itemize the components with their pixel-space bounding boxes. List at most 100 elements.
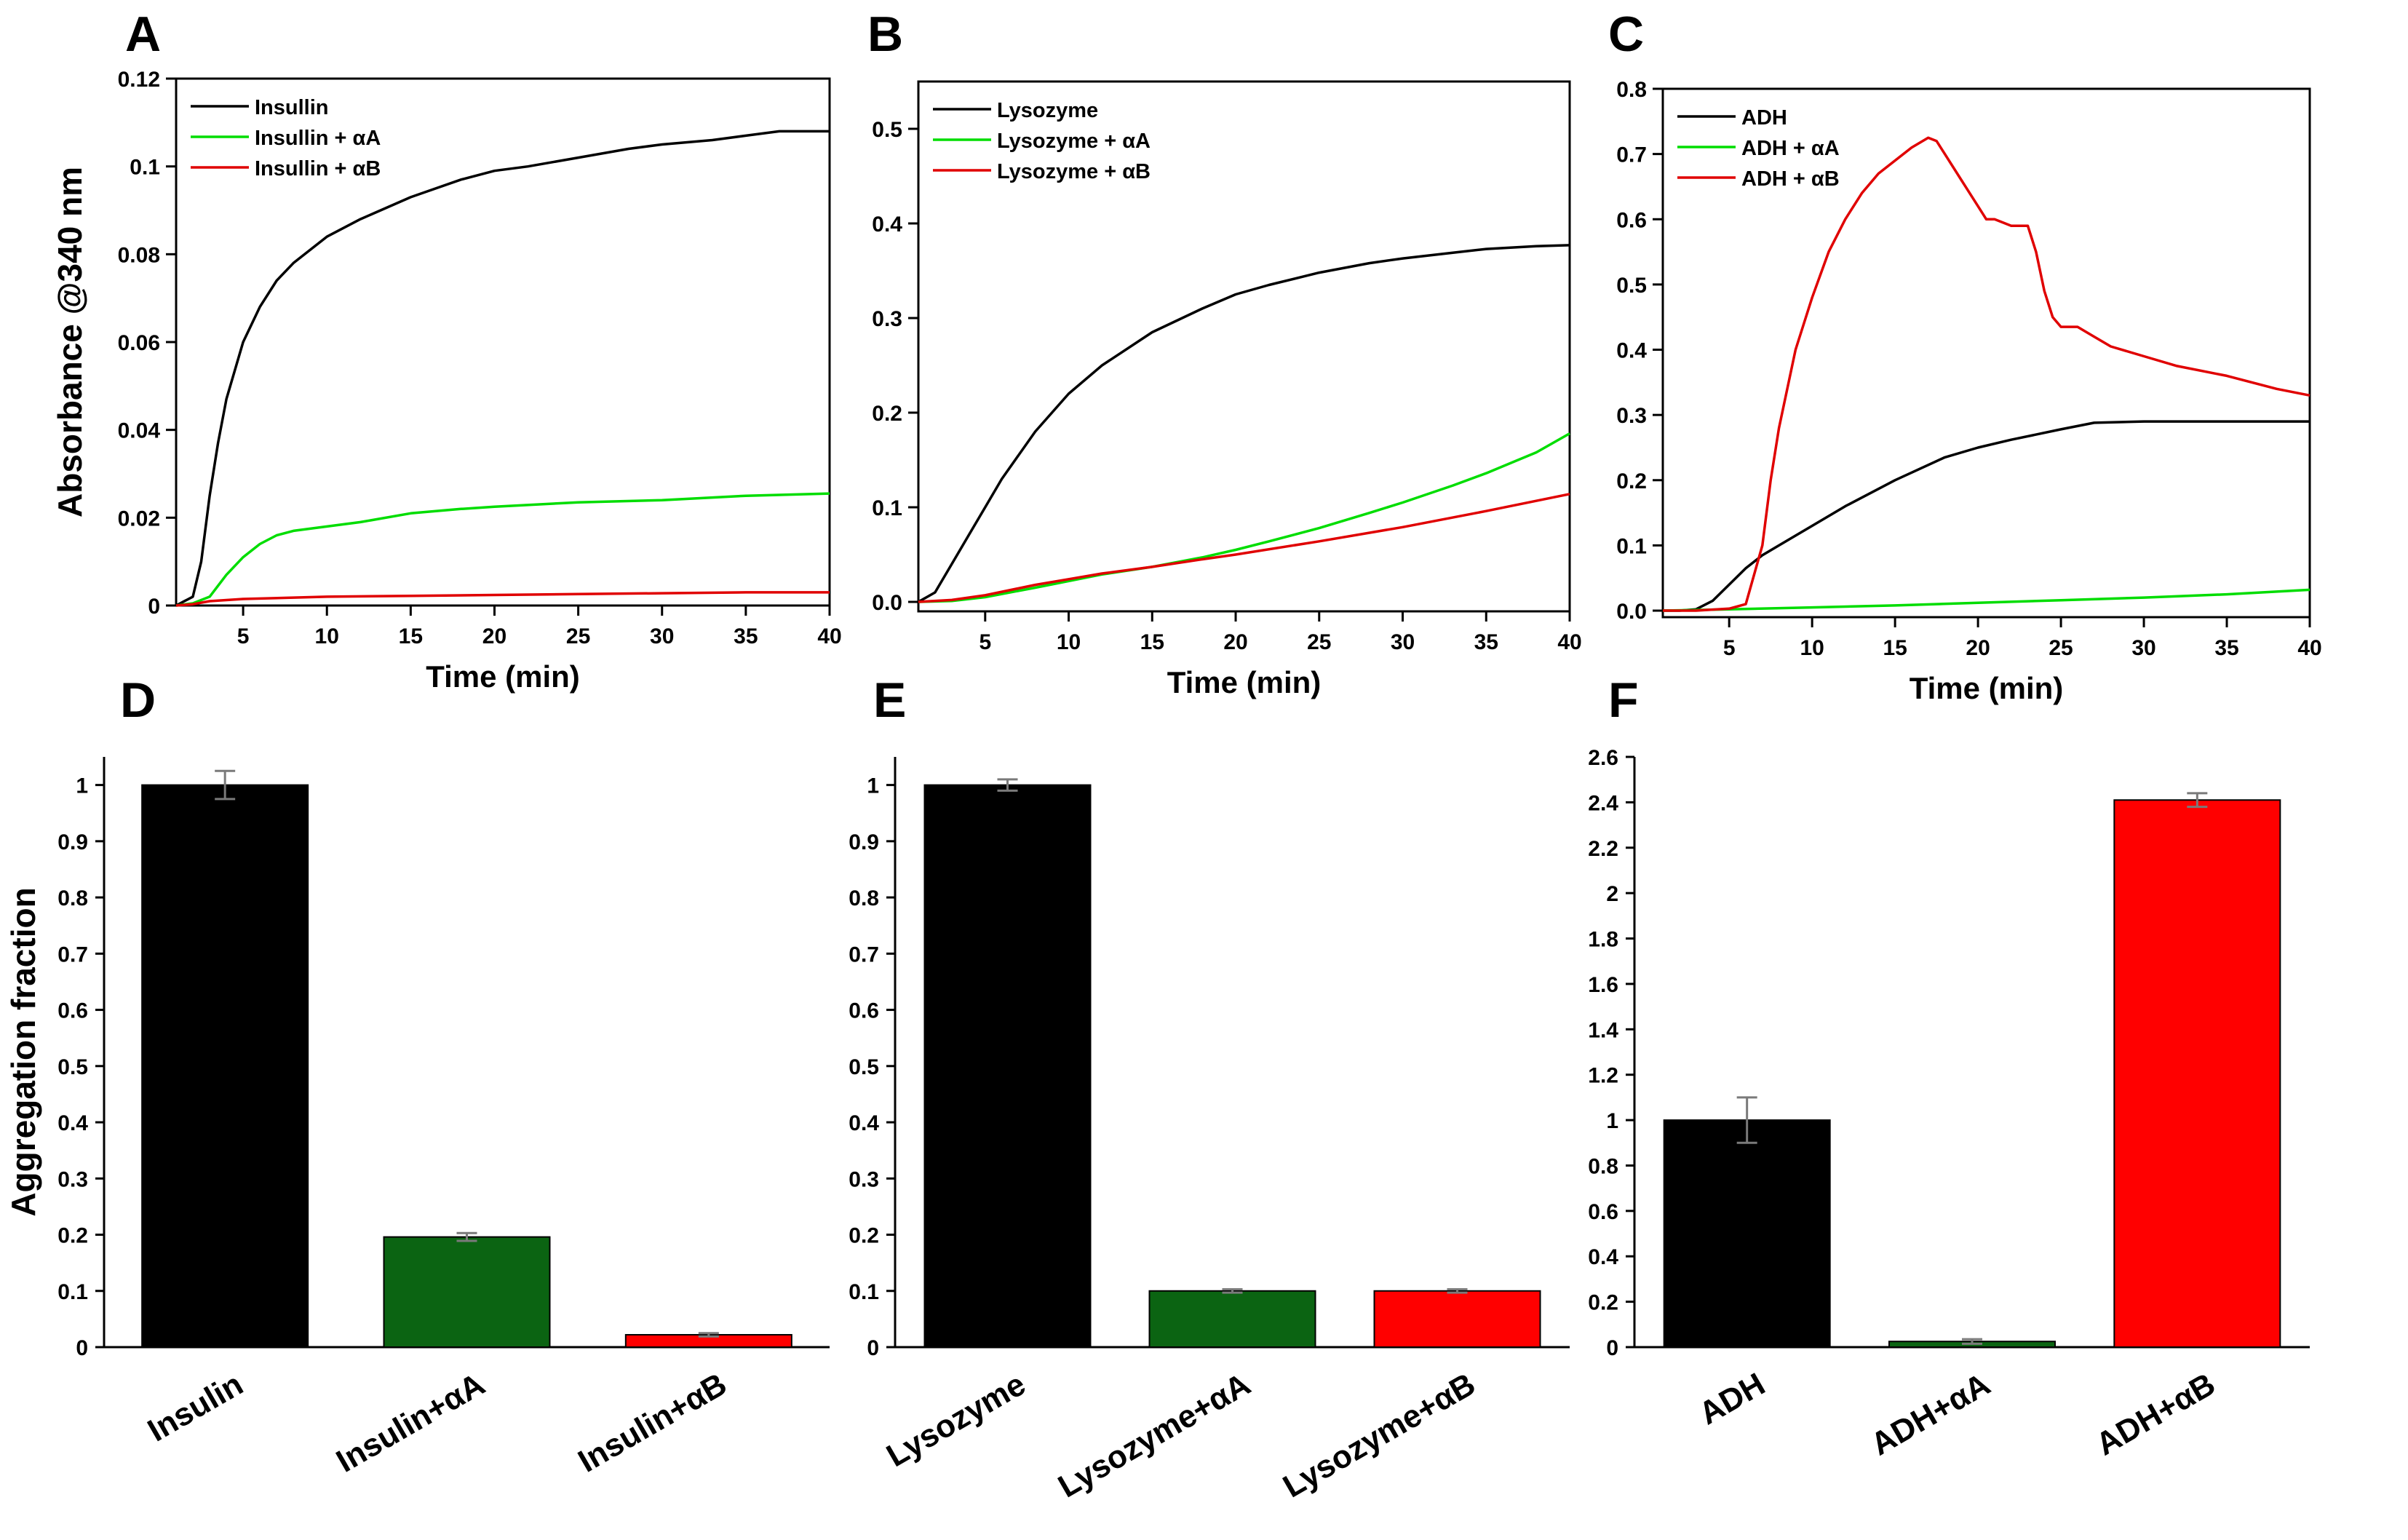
series-line-2	[1662, 588, 2310, 612]
x-tick-label: 25	[2049, 636, 2073, 660]
legend-label-1: Lysozyme	[997, 99, 1098, 122]
series-line-1	[1663, 420, 2310, 612]
panel-letter-a: A	[125, 7, 161, 62]
y-tick-label: 0.5	[1616, 274, 1647, 298]
y-tick-label: 0.2	[57, 1224, 88, 1248]
x-tick-label: 35	[1474, 630, 1498, 654]
legend-label-2: ADH + αA	[1741, 137, 1840, 160]
x-axis-label: Time (min)	[1910, 671, 2064, 705]
y-tick-label: 0	[76, 1336, 88, 1360]
y-tick-label: 0.9	[57, 830, 88, 854]
y-tick-label: 0.6	[1588, 1200, 1618, 1224]
y-tick-label: 0.4	[1616, 339, 1647, 363]
y-tick-label: 1	[1606, 1109, 1618, 1133]
x-axis-label: Time (min)	[1167, 665, 1322, 699]
category-label-2: ADH+αA	[1865, 1366, 1996, 1462]
x-tick-label: 5	[979, 630, 991, 654]
y-tick-label: 1.6	[1588, 973, 1618, 997]
x-tick-label: 30	[650, 624, 674, 648]
category-label-2: Lysozyme+αA	[1052, 1366, 1257, 1504]
y-tick-label: 2.4	[1588, 791, 1618, 815]
category-label-1: ADH	[1693, 1366, 1771, 1432]
x-tick-label: 40	[817, 624, 841, 648]
series-line-3	[175, 591, 830, 607]
y-tick-label: 0.2	[872, 402, 902, 426]
y-tick-label: 2	[1606, 882, 1618, 906]
y-tick-label: 0.1	[130, 156, 160, 180]
y-tick-label: 0.1	[57, 1280, 88, 1304]
x-tick-label: 10	[1800, 636, 1824, 660]
x-tick-label: 20	[1966, 636, 1990, 660]
panel-letter-b: B	[867, 7, 903, 62]
series-line-1	[175, 130, 830, 607]
y-tick-label: 0.9	[849, 830, 879, 854]
panel-letter-e: E	[873, 672, 906, 728]
y-tick-label: 0.6	[57, 999, 88, 1023]
legend-label-3: Lysozyme + αB	[997, 160, 1151, 183]
panel-d-bar-chart: 0 0.1 0.2 0.3 0.4 0.5 0.6 0.7 0.8 0.9 1 Aggregation…	[4, 757, 830, 1480]
category-label-1: Lysozyme	[881, 1366, 1031, 1474]
plot-frame	[917, 80, 1571, 613]
bar-2	[1148, 1290, 1316, 1349]
x-axis-label: Time (min)	[426, 659, 580, 694]
y-axis-label: Aggregation fraction	[4, 887, 42, 1216]
y-tick-label: 2.2	[1588, 837, 1618, 861]
y-tick-label: 0.7	[849, 942, 879, 967]
y-tick-label: 0	[867, 1336, 879, 1360]
category-label-2: Insulin+αA	[330, 1366, 490, 1480]
x-tick-label: 5	[1723, 636, 1736, 660]
bar-1	[1663, 1119, 1831, 1348]
series-line-2	[918, 432, 1570, 603]
y-tick-label: 0	[148, 595, 160, 619]
y-tick-label: 0.3	[1616, 404, 1647, 428]
y-tick-label: 0.1	[849, 1280, 879, 1304]
x-tick-label: 5	[237, 624, 250, 648]
x-tick-label: 40	[1557, 630, 1581, 654]
y-tick-label: 0.8	[1588, 1154, 1618, 1178]
legend-label-2: Insullin + αA	[255, 127, 381, 150]
x-tick-label: 15	[399, 624, 423, 648]
bar-1	[923, 784, 1092, 1348]
category-label-3: ADH+αB	[2090, 1366, 2221, 1462]
y-tick-label: 0.0	[1616, 600, 1647, 624]
series-line-3	[918, 493, 1570, 603]
panel-f-bar-chart: 0 0.2 0.4 0.6 0.8 1 1.2 1.4 1.6 1.8 2 2.2 2.4 2.6 ADH A…	[1588, 746, 2310, 1463]
x-tick-label: 10	[315, 624, 339, 648]
x-tick-label: 30	[2131, 636, 2155, 660]
y-tick-label: 0.8	[849, 886, 879, 910]
category-label-3: Insulin+αB	[572, 1366, 732, 1480]
y-tick-label: 1.4	[1588, 1018, 1618, 1042]
x-tick-label: 10	[1057, 630, 1081, 654]
y-tick-label: 0.4	[1588, 1245, 1618, 1269]
y-tick-label: 0.3	[872, 307, 902, 331]
y-tick-label: 0.6	[849, 999, 879, 1023]
y-tick-label: 0.3	[57, 1167, 88, 1191]
y-tick-label: 0.12	[118, 68, 160, 92]
y-tick-label: 0.1	[1616, 534, 1647, 558]
x-tick-label: 40	[2297, 636, 2321, 660]
panel-c-line-chart: 5 10 15 20 25 30 35 40 0.0 0.1 0.2 0.3 0.4 0.5 0.6 0.7 0…	[1616, 78, 2321, 705]
y-tick-label: 0.5	[57, 1055, 88, 1079]
y-tick-label: 0.4	[57, 1111, 88, 1135]
y-tick-label: 1.8	[1588, 928, 1618, 952]
y-tick-label: 0.8	[57, 886, 88, 910]
y-tick-label: 0.5	[849, 1055, 879, 1079]
bar-3	[1373, 1290, 1541, 1349]
bar-3	[2113, 799, 2281, 1348]
y-tick-label: 2.6	[1588, 746, 1618, 770]
y-tick-label: 0.3	[849, 1167, 879, 1191]
legend-label-1: ADH	[1741, 106, 1787, 130]
y-tick-label: 0.1	[872, 496, 902, 520]
category-label-3: Lysozyme+αB	[1277, 1366, 1482, 1504]
y-tick-label: 0.7	[57, 942, 88, 967]
plot-frame	[1661, 87, 2311, 619]
y-tick-label: 0.2	[1588, 1291, 1618, 1315]
panel-a-line-chart: 5 10 15 20 25 30 35 40 0 0.02 0.04 0.06 0.08 0.1 0.12 T…	[51, 68, 842, 694]
y-tick-label: 0.04	[118, 419, 161, 443]
y-tick-label: 0.0	[872, 591, 902, 615]
y-tick-label: 1.2	[1588, 1064, 1618, 1088]
y-tick-label: 0.08	[118, 243, 160, 267]
y-tick-label: 0.6	[1616, 208, 1647, 232]
y-tick-label: 0.4	[849, 1111, 879, 1135]
